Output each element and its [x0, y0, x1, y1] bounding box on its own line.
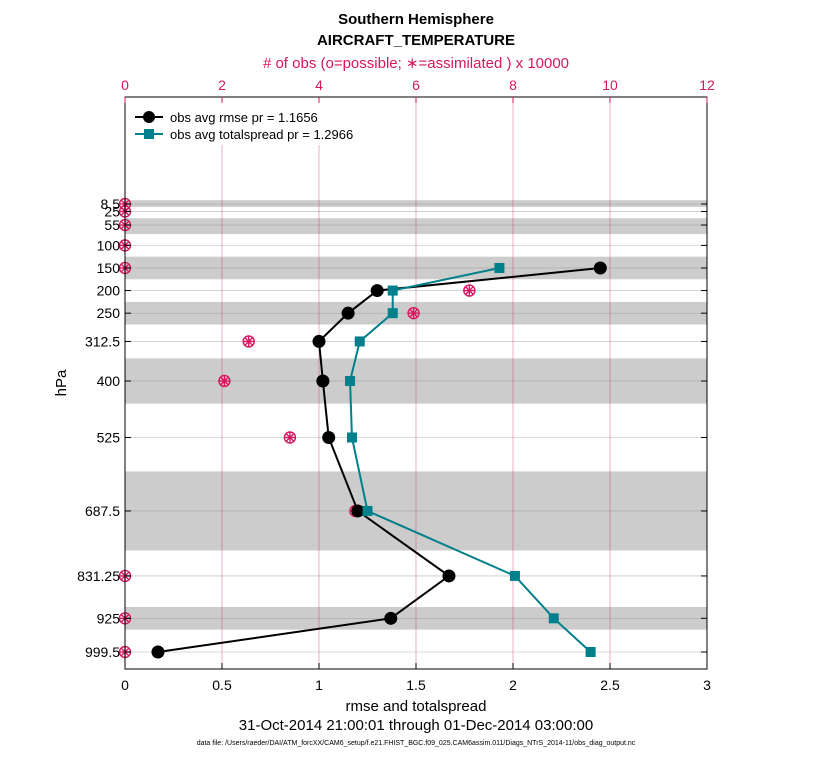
- totalspread-point: [346, 432, 357, 443]
- legend-spread-marker: [144, 129, 154, 139]
- obs-assimilated-marker: [464, 285, 475, 296]
- obs-possible-marker: [218, 374, 231, 388]
- y-tick-label-9: 525: [97, 429, 121, 445]
- y-tick-label-13: 999.5: [85, 644, 120, 660]
- y-tick-label-6: 250: [97, 305, 121, 321]
- top-tick-label-5: 10: [602, 77, 618, 93]
- top-tick-label-4: 8: [509, 77, 517, 93]
- y-tick-label-4: 150: [97, 260, 121, 276]
- obs-possible-marker: [407, 306, 420, 320]
- asterisk-stroke: [285, 433, 294, 442]
- top-tick-label-0: 0: [121, 77, 129, 93]
- top-tick-label-1: 2: [218, 77, 226, 93]
- bottom-axis-ticks: 0 0.5 1 1.5 2 2.5 3: [121, 663, 711, 693]
- x-tick-label-6: 3: [703, 677, 711, 693]
- grid-lines: [124, 97, 708, 669]
- y-tick-label-10: 687.5: [85, 503, 120, 519]
- legend: obs avg rmse pr = 1.1656 obs avg totalsp…: [131, 103, 389, 145]
- asterisk-stroke: [244, 337, 253, 346]
- obs-possible-marker: [463, 284, 476, 297]
- rmse-point: [312, 334, 326, 348]
- x-tick-label-2: 1: [315, 677, 323, 693]
- rmse-point: [384, 611, 398, 625]
- totalspread-point: [362, 505, 373, 516]
- rmse-point: [593, 261, 607, 275]
- rmse-point: [351, 504, 365, 518]
- top-tick-label-6: 12: [699, 77, 715, 93]
- y-tick-label-7: 312.5: [85, 333, 120, 349]
- series-lines: [151, 261, 607, 659]
- rmse-point: [442, 569, 456, 583]
- legend-box: [131, 103, 389, 145]
- obs-assimilated-marker: [284, 432, 295, 443]
- legend-spread-label: obs avg totalspread pr = 1.2966: [170, 127, 353, 142]
- legend-rmse-marker: [143, 111, 155, 123]
- y-tick-label-11: 831.25: [77, 568, 120, 584]
- top-tick-label-2: 4: [315, 77, 323, 93]
- totalspread-point: [387, 285, 398, 296]
- obs-possible-marker: [283, 431, 297, 444]
- y-tick-label-8: 400: [97, 373, 121, 389]
- top-tick-label-3: 6: [412, 77, 420, 93]
- y-tick-label-12: 925: [97, 610, 121, 626]
- rmse-point: [316, 374, 330, 388]
- rmse-point: [341, 306, 355, 320]
- x-tick-label-3: 1.5: [406, 677, 426, 693]
- top-axis-label: # of obs (o=possible; ∗=assimilated ) x …: [263, 55, 569, 72]
- legend-rmse-label: obs avg rmse pr = 1.1656: [170, 110, 318, 125]
- totalspread-point: [548, 613, 559, 624]
- x-tick-label-5: 2.5: [600, 677, 620, 693]
- asterisk-stroke: [220, 376, 229, 386]
- x-tick-label-1: 0.5: [212, 677, 232, 693]
- x-axis-label: rmse and totalspread: [346, 698, 487, 715]
- x-tick-label-0: 0: [121, 677, 129, 693]
- y-tick-label-0: 8.5: [101, 196, 121, 212]
- obs-assimilated-marker: [408, 308, 419, 319]
- totalspread-point: [387, 308, 398, 319]
- chart-subtitle: AIRCRAFT_TEMPERATURE: [317, 32, 515, 49]
- y-tick-label-2: 55: [104, 217, 120, 233]
- obs-assimilated-marker: [243, 336, 254, 347]
- rmse-point: [151, 645, 165, 659]
- rmse-point: [322, 430, 336, 444]
- totalspread-point: [345, 375, 356, 386]
- totalspread-point: [585, 647, 596, 657]
- x-tick-label-4: 2: [509, 677, 517, 693]
- obs-assimilated-marker: [219, 375, 230, 386]
- y-tick-label-3: 100: [97, 237, 121, 253]
- series-line-obs-avg-rmse: [157, 266, 601, 653]
- y-axis-label: hPa: [53, 369, 70, 396]
- rmse-point: [370, 284, 384, 298]
- obs-possible-marker: [242, 335, 255, 348]
- totalspread-point: [354, 336, 365, 347]
- asterisk-stroke: [409, 309, 418, 318]
- totalspread-point: [494, 262, 505, 273]
- asterisk-stroke: [465, 286, 474, 295]
- chart-title: Southern Hemisphere: [338, 11, 494, 28]
- series-line-obs-avg-totalspread: [349, 266, 592, 653]
- totalspread-point: [509, 570, 520, 581]
- data-file-footer: data file: /Users/raeder/DAI/ATM_forcXX/…: [197, 740, 636, 747]
- date-range: 31-Oct-2014 21:00:01 through 01-Dec-2014…: [239, 717, 593, 734]
- y-tick-label-5: 200: [97, 283, 121, 299]
- y-tick-label-1: 25: [104, 203, 120, 219]
- top-axis-ticks: 0 2 4 6 8 10 12: [121, 77, 715, 103]
